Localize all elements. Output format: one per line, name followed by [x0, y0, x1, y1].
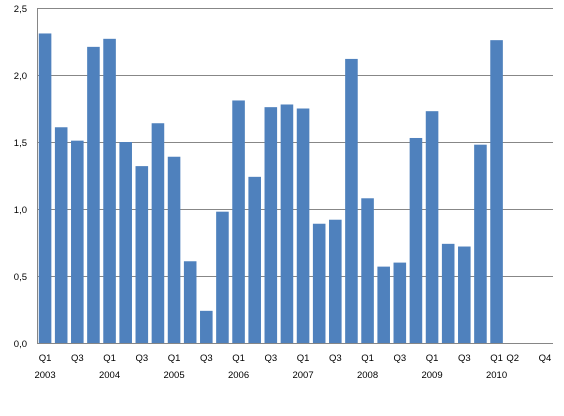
bar: [458, 246, 471, 343]
x-tick-label: Q1: [232, 353, 245, 364]
x-tick-label: Q3: [200, 353, 213, 364]
bar: [103, 38, 116, 343]
x-tick-label: Q4: [539, 353, 552, 364]
x-tick-label: Q1: [103, 353, 116, 364]
x-tick-label: Q1: [361, 353, 374, 364]
y-tick-label: 0,0: [14, 339, 27, 350]
x-tick-label: Q3: [135, 353, 148, 364]
bar: [490, 40, 503, 343]
y-tick-label: 0,5: [14, 272, 27, 283]
x-tick-label: Q1: [490, 353, 503, 364]
y-tick-label: 2,5: [14, 4, 27, 15]
bar: [119, 142, 132, 343]
bar: [264, 107, 278, 343]
x-year-label: 2008: [357, 370, 378, 381]
y-tick-label: 1,0: [14, 205, 27, 216]
x-tick-label: Q1: [39, 353, 52, 364]
bar: [280, 104, 294, 343]
bar: [200, 310, 213, 343]
bar: [393, 262, 407, 343]
x-tick-label: Q3: [71, 353, 84, 364]
x-year-label: 2009: [421, 370, 442, 381]
x-year-label: 2007: [292, 370, 313, 381]
bar: [345, 58, 358, 344]
bar: [409, 137, 423, 343]
bar: [474, 144, 487, 343]
bar: [183, 261, 197, 343]
y-tick-label: 1,5: [14, 138, 27, 149]
bar: [312, 223, 326, 343]
x-tick-label: Q3: [264, 353, 277, 364]
bar: [38, 33, 52, 344]
bar: [441, 243, 455, 343]
x-tick-label: Q1: [168, 353, 181, 364]
x-tick-label: Q3: [393, 353, 406, 364]
x-tick-label: Q3: [458, 353, 471, 364]
bar: [361, 198, 374, 343]
bar: [329, 219, 342, 343]
bar: [216, 211, 229, 343]
bar: [232, 100, 245, 344]
x-tick-label: Q1: [426, 353, 439, 364]
bar: [151, 123, 165, 344]
bar: [87, 46, 100, 344]
bar: [167, 156, 181, 343]
bar: [71, 140, 84, 343]
x-tick-label: Q2: [506, 353, 519, 364]
bar: [135, 166, 149, 343]
bar: [425, 111, 439, 344]
bar: [296, 108, 310, 343]
x-year-label: 2003: [34, 370, 55, 381]
x-year-label: 2006: [228, 370, 249, 381]
x-year-label: 2004: [99, 370, 120, 381]
y-tick-label: 2,0: [14, 71, 27, 82]
bar: [54, 127, 68, 343]
bar: [248, 176, 261, 343]
x-year-label: 2010: [486, 370, 507, 381]
bar: [377, 266, 390, 343]
x-tick-label: Q1: [297, 353, 310, 364]
x-year-label: 2005: [163, 370, 184, 381]
x-tick-label: Q3: [329, 353, 342, 364]
